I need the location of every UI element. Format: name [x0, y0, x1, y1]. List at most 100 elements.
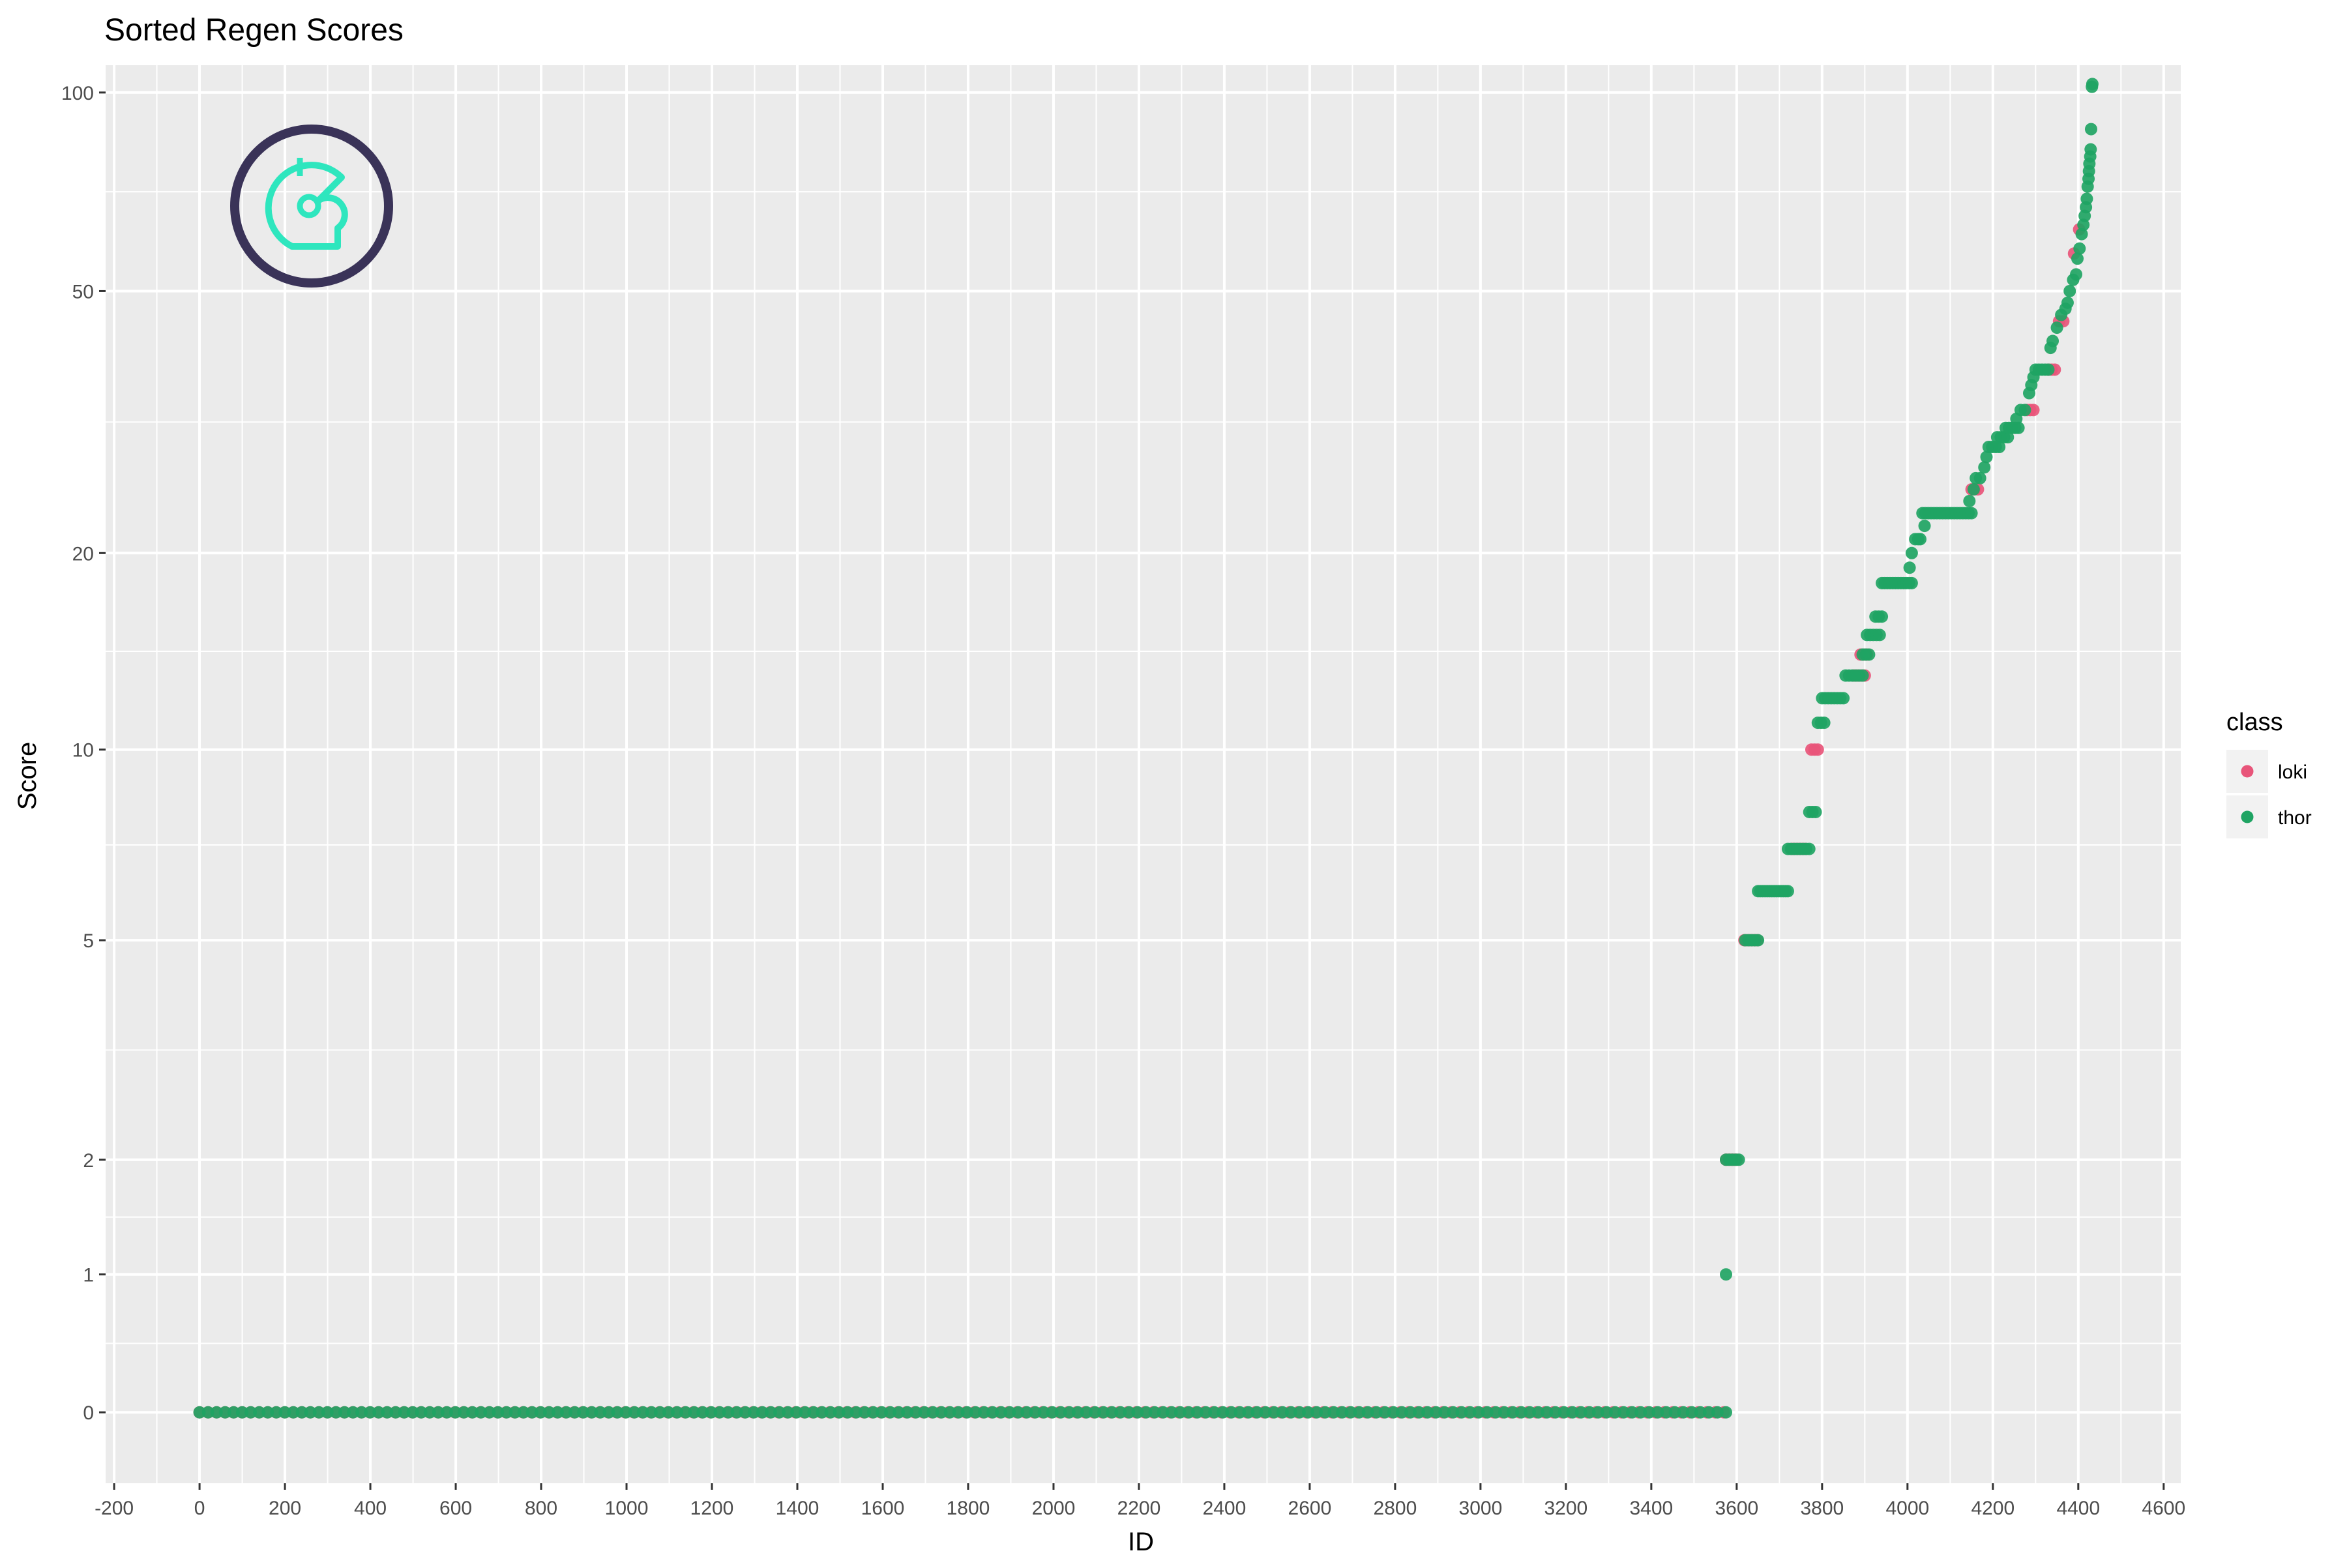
thor-point — [1071, 1406, 1084, 1419]
thor-point — [1591, 1406, 1604, 1419]
thor-point — [338, 1406, 351, 1419]
thor-point — [628, 1406, 641, 1419]
thor-point — [1284, 1406, 1297, 1419]
thor-point — [594, 1406, 607, 1419]
thor-point — [756, 1406, 769, 1419]
thor-point — [722, 1406, 735, 1419]
thor-point — [943, 1406, 956, 1419]
thor-point — [253, 1406, 266, 1419]
axes: -200 0 200 400 600 800 1000 1200 1400 1600 1800 200… — [61, 83, 2185, 1519]
thor-point — [1276, 1406, 1289, 1419]
thor-point — [841, 1406, 854, 1419]
thor-point — [1973, 471, 1986, 484]
helmet-logo-icon — [230, 125, 393, 288]
thor-point — [1557, 1406, 1571, 1419]
x-axis-title: ID — [1128, 1528, 1154, 1556]
thor-point — [977, 1406, 990, 1419]
thor-point — [2075, 228, 2088, 241]
x-tick-label: 1000 — [605, 1498, 649, 1519]
thor-point — [440, 1406, 453, 1419]
thor-point — [1165, 1406, 1178, 1419]
thor-point — [986, 1406, 999, 1419]
thor-point — [304, 1406, 317, 1419]
thor-point — [1472, 1406, 1485, 1419]
thor-point — [1702, 1406, 1715, 1419]
chart-title: Sorted Regen Scores — [104, 13, 404, 48]
grid-lines — [106, 65, 2181, 1483]
thor-point — [466, 1406, 479, 1419]
thor-point — [287, 1406, 300, 1419]
thor-point — [969, 1406, 982, 1419]
thor-point — [671, 1406, 684, 1419]
thor-point — [389, 1406, 402, 1419]
thor-point — [381, 1406, 394, 1419]
thor-point — [201, 1406, 214, 1419]
thor-point — [1903, 561, 1916, 574]
thor-point — [1430, 1406, 1443, 1419]
x-tick-label: 400 — [354, 1498, 387, 1519]
thor-point — [866, 1406, 879, 1419]
thor-point — [1732, 1153, 1745, 1166]
thor-point — [1863, 648, 1876, 661]
thor-point — [2061, 296, 2074, 309]
x-tick-label: 2200 — [1117, 1498, 1161, 1519]
thor-point — [782, 1406, 795, 1419]
thor-point — [1413, 1406, 1426, 1419]
thor-point — [1980, 451, 1993, 464]
thor-point — [901, 1406, 914, 1419]
thor-point — [1003, 1406, 1016, 1419]
thor-point — [218, 1406, 231, 1419]
thor-point — [833, 1406, 846, 1419]
thor-point — [799, 1406, 812, 1419]
thor-point — [1464, 1406, 1477, 1419]
thor-point — [1302, 1406, 1315, 1419]
thor-point — [1174, 1406, 1187, 1419]
thor-point — [1217, 1406, 1230, 1419]
thor-point — [534, 1406, 547, 1419]
x-tick-label: 1200 — [690, 1498, 734, 1519]
thor-point — [525, 1406, 539, 1419]
thor-point — [1404, 1406, 1417, 1419]
thor-point — [816, 1406, 829, 1419]
thor-point — [1617, 1406, 1631, 1419]
y-tick-label: 50 — [72, 281, 94, 303]
thor-point — [227, 1406, 240, 1419]
thor-point — [577, 1406, 590, 1419]
thor-point — [995, 1406, 1008, 1419]
thor-point — [432, 1406, 445, 1419]
y-tick-label: 0 — [83, 1402, 94, 1424]
thor-point — [1643, 1406, 1656, 1419]
thor-point — [645, 1406, 658, 1419]
thor-point — [1719, 1268, 1732, 1281]
thor-point — [1361, 1406, 1374, 1419]
thor-point — [483, 1406, 496, 1419]
thor-point — [713, 1406, 726, 1419]
thor-point — [1574, 1406, 1587, 1419]
x-tick-label: 3600 — [1715, 1498, 1758, 1519]
thor-point — [1651, 1406, 1664, 1419]
thor-point — [1634, 1406, 1647, 1419]
thor-point — [542, 1406, 555, 1419]
thor-point — [2073, 242, 2086, 255]
thor-point — [1498, 1406, 1511, 1419]
thor-point — [1344, 1406, 1357, 1419]
thor-point — [1583, 1406, 1596, 1419]
thor-point — [458, 1406, 471, 1419]
thor-point — [1566, 1406, 1579, 1419]
thor-point — [960, 1406, 973, 1419]
data-points — [193, 78, 2099, 1419]
x-tick-label: 3200 — [1544, 1498, 1588, 1519]
thor-point — [492, 1406, 505, 1419]
thor-point — [500, 1406, 513, 1419]
thor-point — [364, 1406, 377, 1419]
thor-point — [1250, 1406, 1263, 1419]
thor-point — [696, 1406, 709, 1419]
thor-point — [1114, 1406, 1127, 1419]
thor-point — [1515, 1406, 1528, 1419]
thor-point — [2070, 268, 2083, 281]
thor-point — [1965, 507, 1978, 520]
thor-point — [893, 1406, 906, 1419]
thor-point — [1327, 1406, 1340, 1419]
thor-point — [926, 1406, 939, 1419]
